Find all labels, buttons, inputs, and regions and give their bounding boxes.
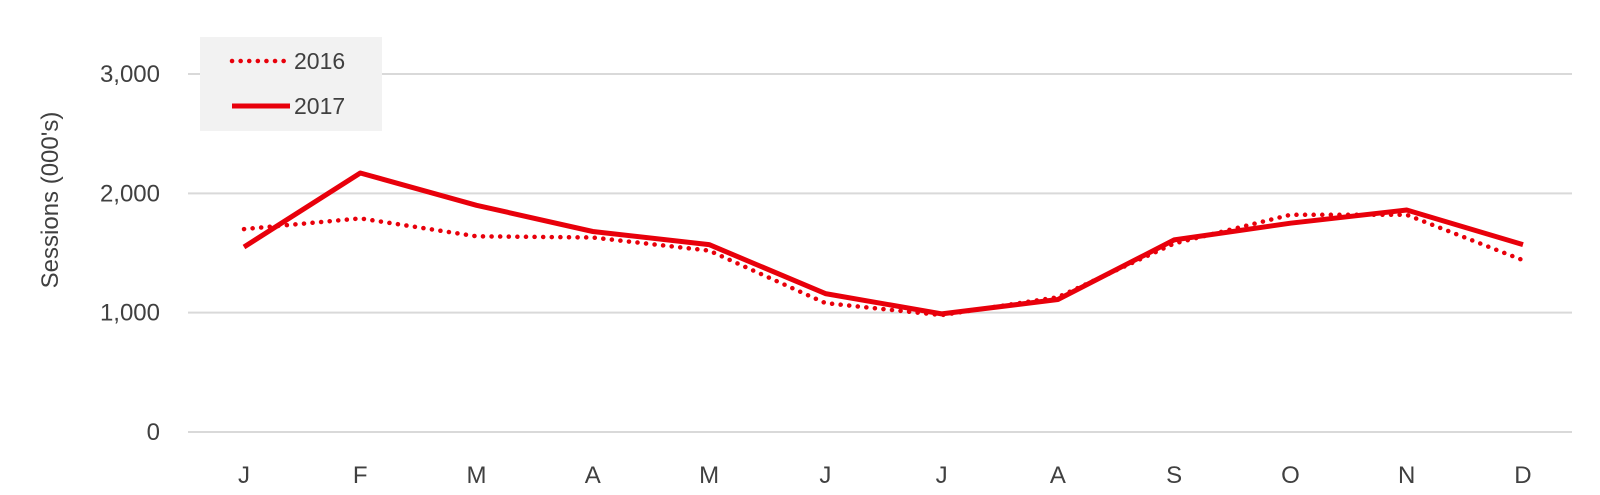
x-tick-label: A [1050, 462, 1066, 489]
gridlines [188, 73, 1572, 433]
legend-label-2016: 2016 [294, 48, 345, 74]
x-tick-label: J [238, 462, 250, 489]
y-tick-label: 1,000 [100, 300, 160, 327]
series-line-2017 [242, 170, 1524, 317]
x-tick-label: S [1166, 462, 1182, 489]
x-tick-label: J [819, 462, 831, 489]
legend: 2016 2017 [200, 37, 382, 131]
x-tick-label: O [1281, 462, 1300, 489]
legend-background [200, 37, 382, 131]
legend-label-2017: 2017 [294, 93, 345, 119]
series-line-2016 [241, 212, 1526, 318]
y-tick-label: 3,000 [100, 61, 160, 88]
x-tick-label: N [1398, 462, 1415, 489]
series-lines [241, 170, 1526, 318]
x-tick-label: F [353, 462, 368, 489]
y-tick-label: 2,000 [100, 180, 160, 207]
x-tick-label: J [936, 462, 948, 489]
x-tick-label: M [699, 462, 719, 489]
x-tick-label: A [585, 462, 601, 489]
y-axis-label: Sessions (000's) [37, 112, 64, 289]
x-tick-label: D [1514, 462, 1531, 489]
y-tick-label: 0 [147, 419, 160, 446]
x-tick-label: M [467, 462, 487, 489]
y-axis: 0 1,000 2,000 3,000 [100, 61, 160, 446]
